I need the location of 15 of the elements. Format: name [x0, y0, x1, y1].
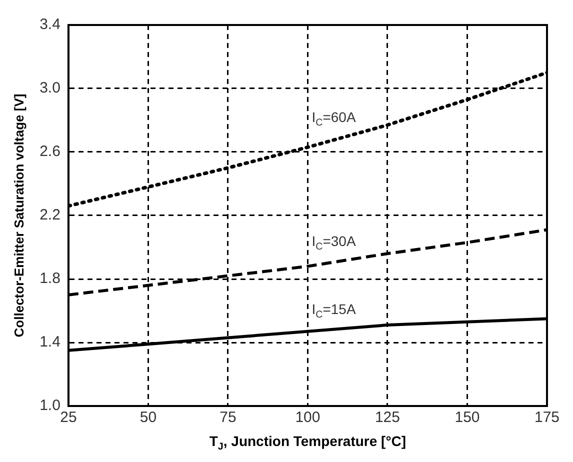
y-axis-title: Collector-Emitter Saturation voltage [V] [11, 94, 26, 338]
x-tick-label: 50 [140, 409, 157, 426]
x-tick-label: 100 [295, 409, 320, 426]
x-tick-label: 75 [220, 409, 236, 426]
x-tick-label: 25 [60, 409, 77, 426]
y-tick-label: 2.2 [40, 206, 60, 224]
y-tick-label: 3.4 [40, 16, 60, 34]
y-tick-label: 2.6 [40, 143, 60, 160]
y-tick-label: 1.0 [40, 397, 60, 414]
x-tick-label: 175 [534, 409, 560, 426]
x-tick-label: 125 [374, 409, 400, 426]
x-tick-label: 150 [454, 409, 480, 426]
y-tick-label: 1.8 [40, 270, 60, 288]
y-tick-label: 1.4 [40, 334, 60, 351]
y-tick-label: 3.0 [40, 80, 60, 97]
